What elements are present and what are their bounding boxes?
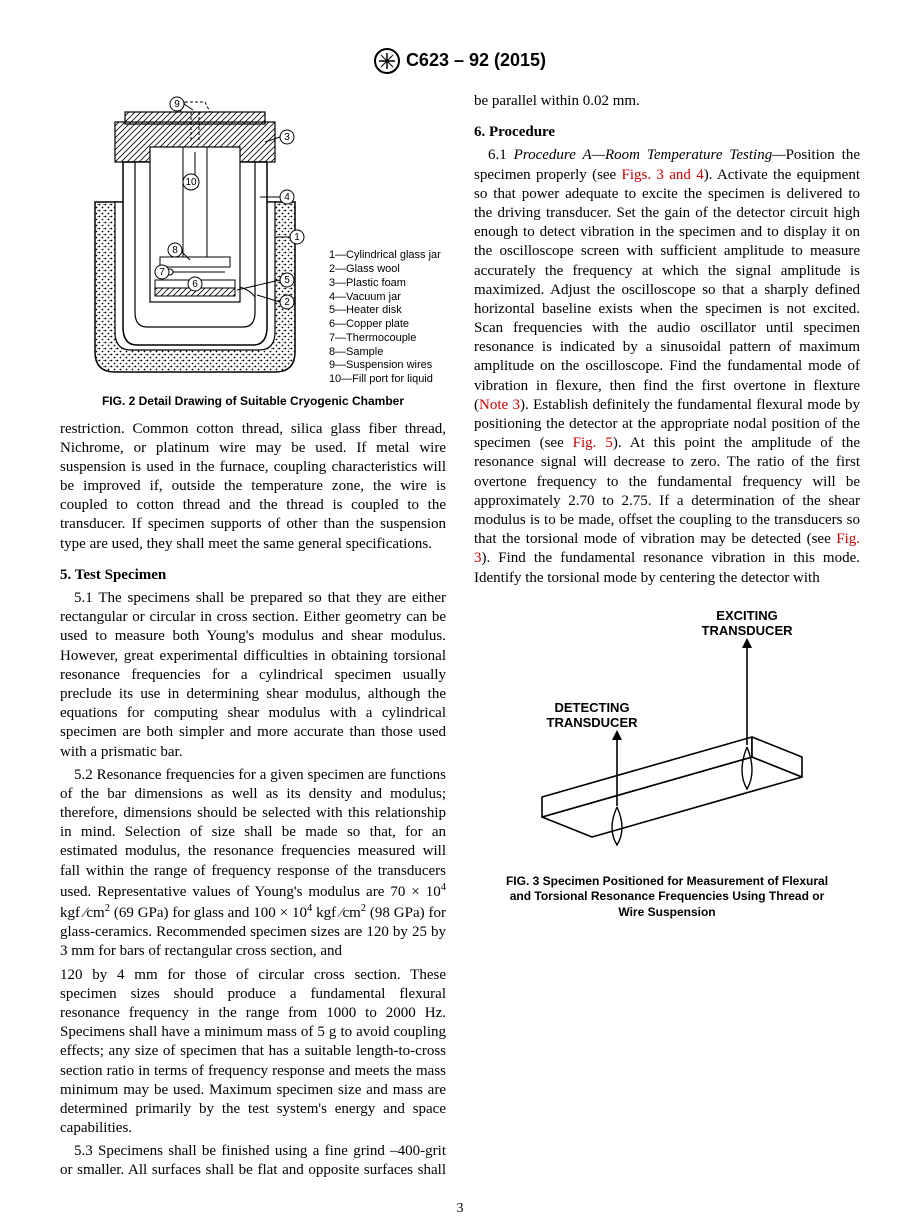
- svg-text:EXCITING: EXCITING: [716, 608, 777, 623]
- svg-text:5: 5: [284, 275, 290, 286]
- astm-logo-icon: [374, 48, 400, 74]
- svg-text:9: 9: [174, 99, 180, 110]
- figure-2-legend: 1—Cylindrical glass jar 2—Glass wool 3—P…: [329, 249, 441, 387]
- doc-designation: C623 – 92 (2015): [406, 49, 546, 72]
- svg-text:3: 3: [284, 132, 290, 143]
- figure-2-drawing: 9 3 10 4 1 8 7 6 5 2: [65, 92, 325, 382]
- para-5-2-cont: 120 by 4 mm for those of circular cross …: [60, 966, 446, 1139]
- figure-3-caption: FIG. 3 Specimen Positioned for Measureme…: [497, 874, 837, 920]
- svg-text:8: 8: [172, 245, 178, 256]
- svg-text:DETECTING: DETECTING: [554, 700, 629, 715]
- svg-text:2: 2: [284, 297, 290, 308]
- svg-text:6: 6: [192, 279, 198, 290]
- link-figs-3-4[interactable]: Figs. 3 and 4: [622, 167, 704, 183]
- svg-text:TRANSDUCER: TRANSDUCER: [547, 715, 639, 730]
- para-5-1: 5.1 The specimens shall be prepared so t…: [60, 589, 446, 762]
- figure-3-drawing: EXCITING TRANSDUCER DETECTING TRANSDUCER: [502, 602, 832, 862]
- section-6-head: 6. Procedure: [474, 123, 860, 142]
- para-6-1: 6.1 Procedure A—Room Temperature Testing…: [474, 146, 860, 587]
- page-number: 3: [0, 1200, 920, 1218]
- figure-2: 9 3 10 4 1 8 7 6 5 2: [60, 92, 446, 410]
- para-5-2: 5.2 Resonance frequencies for a given sp…: [60, 766, 446, 962]
- link-fig-5[interactable]: Fig. 5: [573, 435, 613, 451]
- figure-3: EXCITING TRANSDUCER DETECTING TRANSDUCER…: [474, 602, 860, 920]
- svg-text:10: 10: [186, 177, 198, 188]
- svg-text:TRANSDUCER: TRANSDUCER: [702, 623, 794, 638]
- figure-2-caption: FIG. 2 Detail Drawing of Suitable Cryoge…: [60, 394, 446, 409]
- svg-text:7: 7: [159, 267, 165, 278]
- svg-text:4: 4: [284, 192, 290, 203]
- para-restriction: restriction. Common cotton thread, silic…: [60, 420, 446, 554]
- link-note-3[interactable]: Note 3: [479, 397, 520, 413]
- section-5-head: 5. Test Specimen: [60, 566, 446, 585]
- doc-header: C623 – 92 (2015): [60, 48, 860, 74]
- svg-text:1: 1: [294, 232, 300, 243]
